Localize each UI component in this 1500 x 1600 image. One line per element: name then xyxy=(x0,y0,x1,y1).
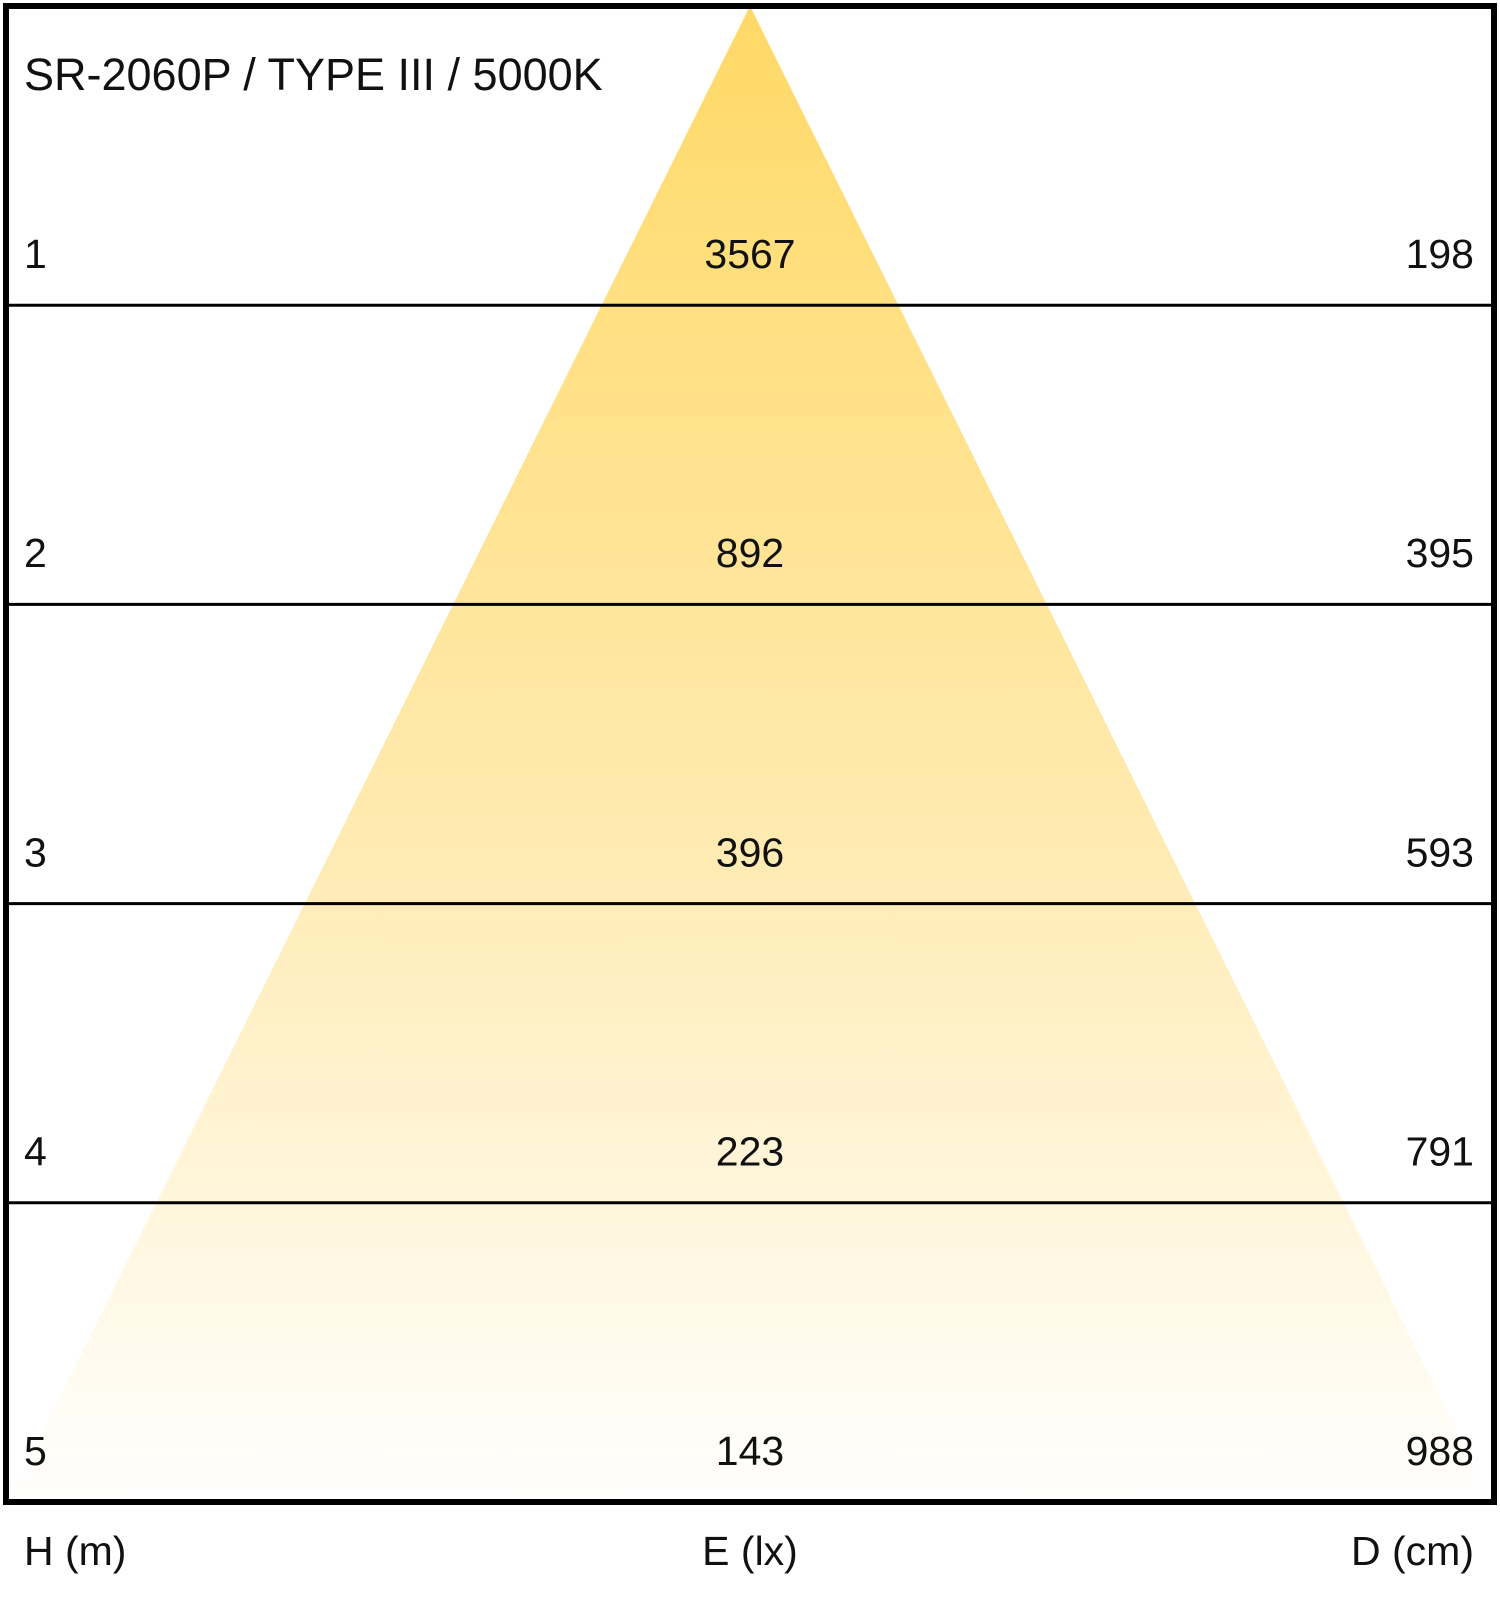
diameter-label: 791 xyxy=(1406,1129,1474,1175)
diameter-label: 198 xyxy=(1406,231,1474,277)
illuminance-label: 3567 xyxy=(704,231,795,277)
frame xyxy=(3,3,1497,1505)
height-label: 2 xyxy=(24,530,47,576)
height-label: 5 xyxy=(24,1428,47,1474)
light-beam xyxy=(8,6,1492,1502)
diameter-label: 593 xyxy=(1406,829,1474,875)
column-label: E (lx) xyxy=(702,1528,798,1574)
height-label: 3 xyxy=(24,829,47,875)
diameter-label: 988 xyxy=(1406,1428,1474,1474)
height-label: 4 xyxy=(24,1129,47,1175)
illuminance-label: 223 xyxy=(716,1129,784,1175)
column-label: H (m) xyxy=(24,1528,126,1574)
illuminance-label: 143 xyxy=(716,1428,784,1474)
illuminance-label: 396 xyxy=(716,829,784,875)
diameter-label: 395 xyxy=(1406,530,1474,576)
column-label: D (cm) xyxy=(1351,1528,1474,1574)
illuminance-label: 892 xyxy=(716,530,784,576)
title: SR-2060P / TYPE III / 5000K xyxy=(24,49,603,100)
height-label: 1 xyxy=(24,231,47,277)
